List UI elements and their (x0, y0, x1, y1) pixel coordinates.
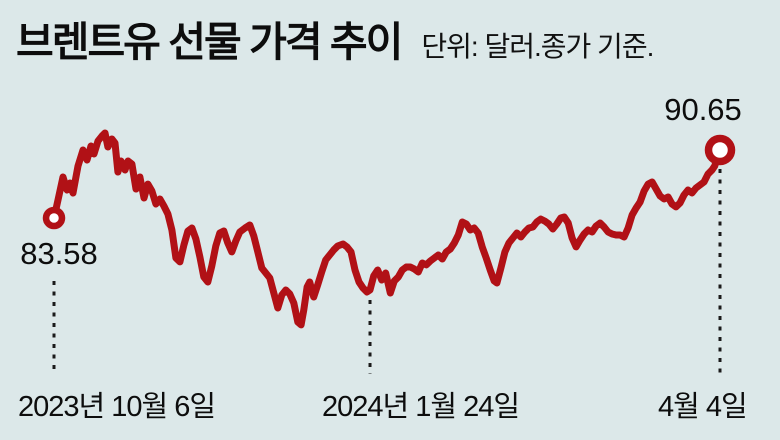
x-tick-label-end: 4월 4일 (658, 391, 748, 423)
start-value-label: 83.58 (20, 236, 98, 271)
end-point-marker (704, 134, 736, 166)
price-line-series (50, 129, 724, 329)
start-point-marker (42, 206, 66, 230)
x-tick-label-mid: 2024년 1월 24일 (322, 391, 520, 423)
chart-title: 브렌트유 선물 가격 추이 (16, 19, 403, 65)
x-tick-label-start: 2023년 10월 6일 (18, 391, 216, 423)
chart-header: 브렌트유 선물 가격 추이 단위: 달러.종가 기준. (16, 19, 654, 65)
end-value-label: 90.65 (664, 92, 742, 127)
unit-note: 단위: 달러.종가 기준. (421, 31, 654, 62)
